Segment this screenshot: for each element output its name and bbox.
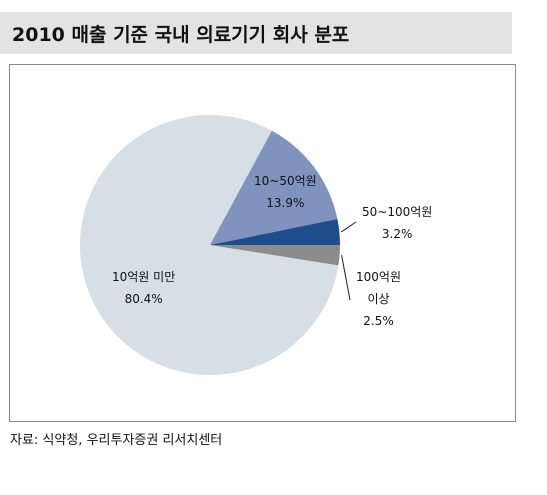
slice-label-50-100-name: 50~100억원 (362, 205, 433, 219)
slice-label-50-100: 50~100억원 3.2% (362, 201, 432, 245)
slice-label-50-100-value: 3.2% (381, 227, 413, 241)
slice-10-50 (210, 130, 338, 245)
slice-label-gt100-name: 100억원 (356, 270, 401, 284)
slice-label-gt100-name2: 이상 (367, 292, 390, 306)
slice-lt10 (80, 115, 339, 376)
slice-label-10-50: 10~50억원 13.9% (254, 170, 317, 214)
source-note: 자료: 식약청, 우리투자증권 리서치센터 (10, 433, 223, 448)
slice-label-10-50-value: 13.9% (266, 196, 305, 210)
leader-line-gt100 (341, 255, 351, 301)
slice-50-100 (210, 219, 340, 245)
slice-label-lt10-value: 80.4% (124, 292, 163, 306)
slice-label-lt10-name: 10억원 미만 (112, 270, 176, 284)
slice-label-gt100-value: 2.5% (363, 314, 394, 328)
chart-title: 2010 매출 기준 국내 의료기기 회사 분포 (12, 24, 350, 46)
slice-gt100 (210, 245, 340, 266)
slice-label-gt100: 100억원 이상 2.5% (356, 266, 401, 332)
title-bar: 2010 매출 기준 국내 의료기기 회사 분포 (0, 12, 512, 54)
slice-label-lt10: 10억원 미만 80.4% (112, 266, 175, 310)
slice-label-10-50-name: 10~50억원 (254, 174, 317, 188)
leader-line-50-100 (341, 221, 357, 233)
